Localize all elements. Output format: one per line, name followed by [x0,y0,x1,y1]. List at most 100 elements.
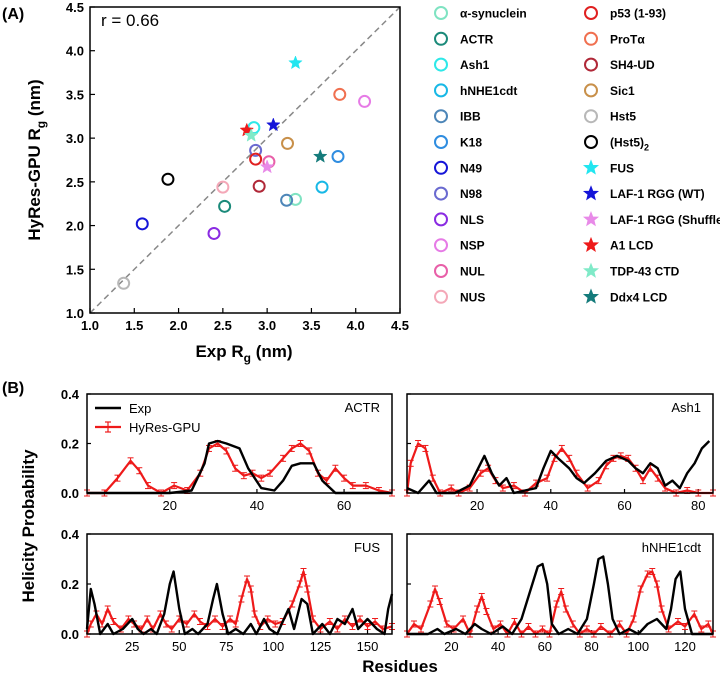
legend-marker-nus [434,289,448,304]
legend-label-fus: FUS [610,161,634,175]
point-tdp-43-ctd [243,127,259,142]
legend-label-nus: NUS [460,290,485,304]
x-tick-label: 3.0 [258,318,276,333]
panel-title: FUS [354,540,380,555]
legend-label-tdp-43-ctd: TDP-43 CTD [610,265,680,279]
y-tick-label: 2.5 [66,175,84,190]
legend-marker-nul [434,264,448,278]
legend-label-ash1: Ash1 [460,58,490,72]
helicity-panel-ash1: 20 40 60 80 Ash1 [404,393,716,513]
x-tick-label: 60 [617,498,631,513]
legend-subscript: 2 [644,143,649,153]
legend-label-k18: K18 [460,136,482,150]
x-tick-label: 3.5 [302,318,320,333]
x-tick-label: 20 [470,498,484,513]
panel-title: ACTR [345,400,380,415]
legend-marker-a1-lcd [582,236,600,253]
point-n98 [249,143,263,157]
y-tick-label: 0.4 [61,387,80,402]
legend-label-ddx4-lcd: Ddx4 LCD [610,290,668,304]
legend-marker-hst5 [584,135,598,149]
legend-label-nsp: NSP [460,239,485,253]
panel-title: Ash1 [671,400,701,415]
y-tick-label: 0.2 [61,437,79,452]
scatter-xlabel-main: Exp R [195,342,243,361]
point-nsp [358,94,372,108]
legend-marker-k18 [434,135,448,149]
panel-b-label: (B) [2,380,24,397]
legend-marker-prot [584,31,598,46]
scatter-frame [89,6,401,314]
x-tick-label: 75 [219,639,233,654]
scatter-xlabel-sub: g [244,351,251,365]
x-tick-label: 2.5 [214,318,232,333]
helicity-panel-actr: 0.0 0.2 0.4 20 40 60 ACTR Exp HyRes-GPU [61,387,395,513]
diagonal-line [89,6,401,314]
x-tick-label: 80 [584,639,598,654]
helicity-ylabel: Helicity Probability [19,449,38,603]
legend-marker-hnhe1cdt [434,83,448,98]
point-hst5 [117,276,131,290]
point-sh4-ud [252,179,266,193]
point-synuclein [288,192,302,206]
y-tick-label: 0.4 [61,527,80,542]
scatter-ylabel-unit: (nm) [25,79,44,121]
scatter-ylabel-sub: g [34,121,48,128]
x-tick-label: 150 [357,639,379,654]
legend-label-prot: ProTα [610,32,645,46]
point-p53-1-93 [249,152,263,166]
point-fus [288,55,303,70]
hyres-line [85,570,393,635]
x-tick-label: 60 [337,498,351,513]
exp-line [85,570,394,636]
point-laf-1-rgg-shuffled [259,159,275,174]
x-tick-label: 40 [491,639,505,654]
helicity-panels: 0.0 0.2 0.4 20 40 60 ACTR Exp HyRes-GPU 20 40 60 80 A… [61,387,716,654]
x-tick-label: 100 [627,639,649,654]
point-k18 [331,150,345,164]
x-tick-label: 20 [163,498,177,513]
legend-label-sic1: Sic1 [610,84,635,98]
scatter-ylabel: HyRes-GPU Rg (nm) [25,79,48,240]
legend-marker-ibb [434,109,448,124]
legend-marker-nsp [434,238,448,253]
exp-line [407,555,713,636]
point-sic1 [281,136,295,150]
scatter-plot: 1.0 1.5 2.0 2.5 3.0 3.5 4.0 4.5 1.0 1.5 2.0 2.5 3.0 3… [66,0,409,333]
x-tick-label: 100 [263,639,285,654]
point-ibb [280,193,294,207]
panel-frame [406,533,714,635]
hyres-line [406,570,714,636]
legend-marker-synuclein [434,6,448,20]
legend-marker-n98 [434,186,448,201]
legend-marker-ddx4-lcd [582,288,600,304]
legend-marker-ash1 [434,57,448,72]
panel-title: hNHE1cdt [642,540,702,555]
legend-label-hst5: Hst5 [610,110,636,124]
legend-label-synuclein: α-synuclein [460,7,527,21]
y-tick-label: 1.5 [66,262,84,277]
hyres-line [405,442,713,495]
x-tick-label: 4.0 [347,318,365,333]
residues-xlabel: Residues [362,657,438,676]
legend-label-nls: NLS [460,213,484,227]
x-tick-label: 40 [544,498,558,513]
point-nus [216,180,230,194]
hyres-line [87,442,393,495]
y-tick-label: 0.0 [61,627,79,642]
panel-frame [86,393,393,494]
legend-label-laf-1-rgg-shuffled: LAF-1 RGG (Shuffled) [610,213,720,227]
point-actr [218,199,232,213]
legend-label-ibb: IBB [460,110,481,124]
legend-marker-sic1 [584,83,598,98]
x-tick-label: 1.0 [81,318,99,333]
point-nls [207,226,221,240]
legend-label-p53-1-93: p53 (1-93) [610,7,666,21]
legend-label-hst5: (Hst5)2 [610,136,649,153]
legend-marker-actr [434,31,448,46]
x-tick-label: 25 [125,639,139,654]
correlation-annotation: r = 0.66 [101,11,159,30]
scatter-xlabel-unit: (nm) [251,342,293,361]
legend-label-n49: N49 [460,161,482,175]
legend-marker-n49 [434,160,448,175]
